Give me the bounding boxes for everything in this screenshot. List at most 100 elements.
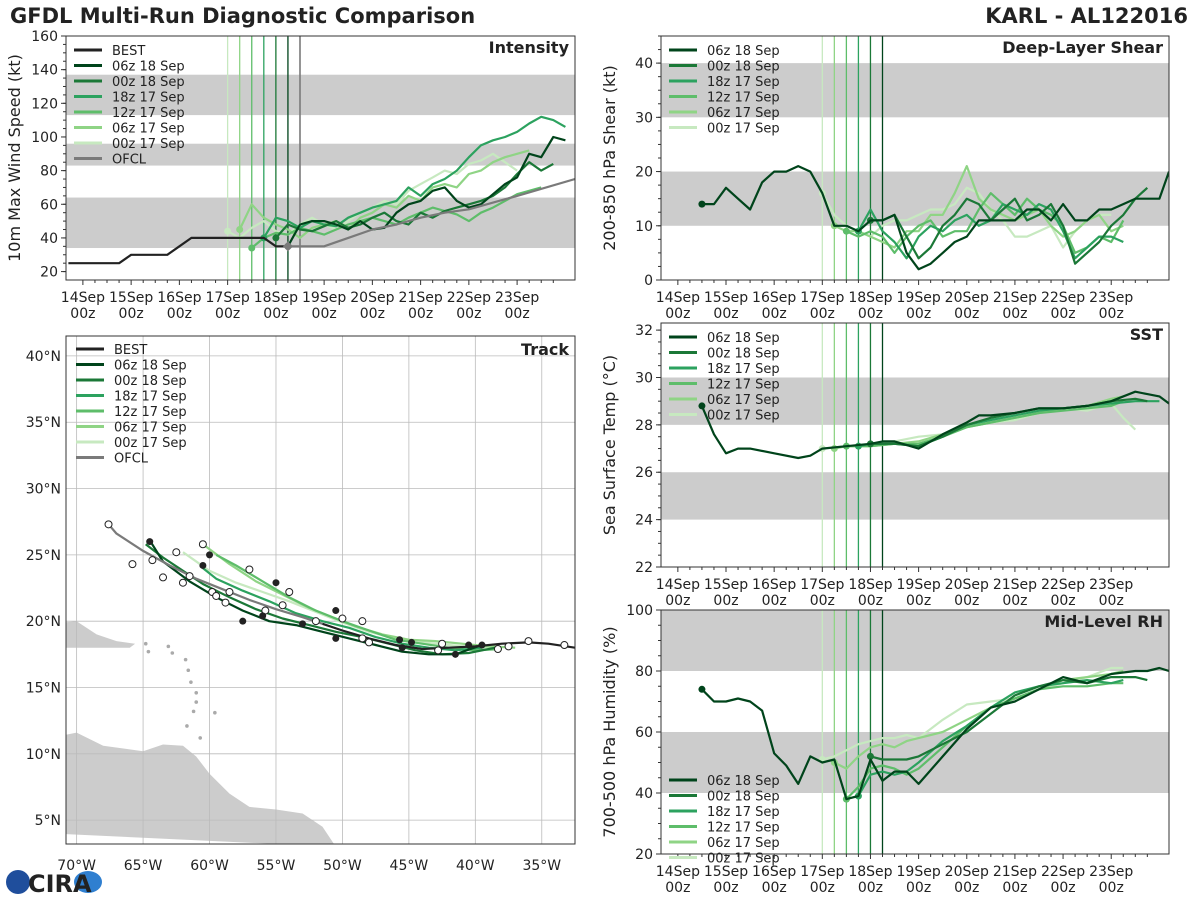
track-open-point-18 <box>358 617 367 626</box>
sst-frame <box>660 322 1170 568</box>
track-lon-label: 45°W <box>390 858 429 874</box>
island-10 <box>185 724 189 728</box>
track-filled-point-7 <box>299 620 307 628</box>
track-filled-point-4 <box>332 607 340 615</box>
rh-legend-label-00z-18-sep: 00z 18 Sep <box>707 790 780 805</box>
shear-legend-label-06z-18-sep: 06z 18 Sep <box>707 44 780 59</box>
intensity-xtick-label: 22Sep 00z <box>447 290 491 322</box>
shear-legend-label-12z-17-sep: 12z 17 Sep <box>707 91 780 106</box>
shear-start-12z-17-sep <box>842 227 850 235</box>
rh-ylabel: 700-500 hPa Humidity (%) <box>600 626 619 837</box>
track-open-point-20 <box>358 634 367 643</box>
rh-xtick-label: 23Sep 00z <box>1089 864 1133 896</box>
track-open-point-4 <box>198 540 207 549</box>
shear-legend-label-00z-18-sep: 00z 18 Sep <box>707 60 780 75</box>
track-filled-point-0 <box>146 538 154 546</box>
rh-legend-label-18z-17-sep: 18z 17 Sep <box>707 805 780 820</box>
intensity-legend-label-best: BEST <box>112 44 145 59</box>
sst-xtick-label: 17Sep 00z <box>800 577 844 609</box>
track-open-point-22 <box>434 646 443 655</box>
island-11 <box>213 710 217 715</box>
intensity-ytick-label: 100 <box>31 130 58 146</box>
island-2 <box>166 644 171 649</box>
shear-xtick-label: 18Sep 00z <box>848 290 892 322</box>
intensity-ytick-label: 80 <box>40 164 58 180</box>
shear-title: Deep-Layer Shear <box>1002 38 1163 57</box>
track-title: Track <box>521 340 569 359</box>
track-open-point-2 <box>148 556 157 565</box>
track-filled-point-9 <box>398 644 406 652</box>
island-4 <box>183 657 188 662</box>
track-lon-label: 55°W <box>257 858 296 874</box>
intensity-band-2 <box>66 74 575 116</box>
rh-xtick-label: 17Sep 00z <box>800 864 844 896</box>
intensity-xtick-label: 16Sep 00z <box>157 290 201 322</box>
track-lon-label: 35°W <box>522 858 561 874</box>
track-open-point-17 <box>338 614 347 623</box>
intensity-xtick-label: 18Sep 00z <box>254 290 298 322</box>
shear-xtick-label: 15Sep 00z <box>704 290 748 322</box>
intensity-xtick-label: 23Sep 00z <box>495 290 539 322</box>
shear-xtick-label: 23Sep 00z <box>1089 290 1133 322</box>
track-filled-point-10 <box>408 638 416 646</box>
track-open-point-26 <box>524 637 533 646</box>
track-series-00z-18-sep <box>145 543 496 656</box>
track-lon-label: 60°W <box>190 858 229 874</box>
shear-ytick-label: 30 <box>635 110 653 126</box>
track-lat-label: 35°N <box>26 415 61 431</box>
island-0 <box>143 641 148 646</box>
track-series-06z-18-sep <box>148 539 483 656</box>
track-lat-label: 40°N <box>26 349 61 365</box>
island-7 <box>194 690 199 695</box>
intensity-title: Intensity <box>489 38 570 57</box>
intensity-start-06z-17-sep <box>236 226 244 234</box>
intensity-ytick-label: 40 <box>40 231 58 247</box>
track-open-point-16 <box>311 617 320 626</box>
intensity-legend-label-06z-17-sep: 06z 17 Sep <box>112 122 185 137</box>
rh-xtick-label: 21Sep 00z <box>993 864 1037 896</box>
sst-xtick-label: 19Sep 00z <box>897 577 941 609</box>
track-filled-point-3 <box>272 579 280 587</box>
intensity-ylabel: 10m Max Wind Speed (kt) <box>5 54 24 262</box>
track-open-point-15 <box>278 601 287 610</box>
logo-globe-icon <box>6 870 30 894</box>
track-legend-label-12z-17-sep: 12z 17 Sep <box>114 405 187 420</box>
rh-xtick-label: 16Sep 00z <box>752 864 796 896</box>
track-open-point-12 <box>221 598 230 607</box>
sst-ytick-label: 26 <box>635 465 653 481</box>
sst-ytick-label: 24 <box>635 513 653 529</box>
intensity-series-06z-18-sep <box>286 135 566 247</box>
intensity-legend-label-00z-17-sep: 00z 17 Sep <box>112 137 185 152</box>
intensity-series-best <box>68 236 288 265</box>
track-open-point-11 <box>212 591 221 600</box>
shear-xtick-label: 14Sep 00z <box>656 290 700 322</box>
island-5 <box>186 668 191 673</box>
rh-series-06z-18-sep <box>701 666 1169 801</box>
shear-legend-label-18z-17-sep: 18z 17 Sep <box>707 75 780 90</box>
rh-title: Mid-Level RH <box>1044 612 1163 631</box>
page-title: GFDL Multi-Run Diagnostic Comparison <box>10 4 476 28</box>
rh-ytick-label: 80 <box>635 664 653 680</box>
shear-xtick-label: 21Sep 00z <box>993 290 1037 322</box>
shear-ylabel: 200-850 hPa Shear (kt) <box>600 65 619 251</box>
rh-xtick-label: 14Sep 00z <box>656 864 700 896</box>
rh-legend-label-06z-17-sep: 06z 17 Sep <box>707 836 780 851</box>
intensity-ytick-label: 120 <box>31 96 58 112</box>
intensity-legend-label-06z-18-sep: 06z 18 Sep <box>112 60 185 75</box>
sst-band-0 <box>661 472 1169 520</box>
track-open-point-7 <box>185 572 194 581</box>
logo-text: CIRA <box>28 870 92 898</box>
track-filled-point-12 <box>451 650 459 658</box>
track-legend-label-00z-17-sep: 00z 17 Sep <box>114 436 187 451</box>
sst-legend-label-06z-17-sep: 06z 17 Sep <box>707 393 780 408</box>
intensity-ytick-label: 60 <box>40 197 58 213</box>
intensity-xtick-label: 20Sep 00z <box>350 290 394 322</box>
rh-legend-label-06z-18-sep: 06z 18 Sep <box>707 774 780 789</box>
sst-band-1 <box>661 377 1169 425</box>
intensity-ytick-label: 140 <box>31 63 58 79</box>
rh-band-0 <box>661 732 1169 793</box>
island-12 <box>198 736 203 740</box>
